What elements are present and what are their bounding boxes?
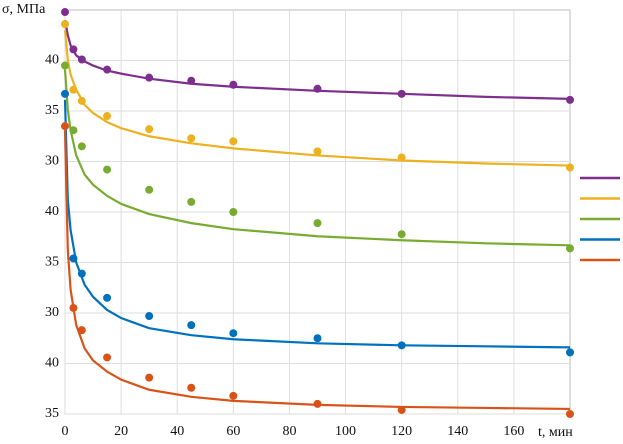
data-point xyxy=(61,20,69,29)
data-point xyxy=(313,399,322,408)
data-point xyxy=(566,244,574,253)
data-point xyxy=(229,391,238,400)
data-point xyxy=(187,321,196,330)
data-point xyxy=(145,73,154,82)
x-tick-label: 20 xyxy=(114,424,128,439)
fit-curve xyxy=(63,99,571,349)
data-point xyxy=(313,147,322,156)
data-point xyxy=(397,89,406,98)
data-point xyxy=(397,341,406,350)
y-tick-label: 35 xyxy=(45,406,59,421)
y-tick-label: 40 xyxy=(45,356,59,371)
data-point xyxy=(103,165,112,174)
data-point xyxy=(397,153,406,162)
data-point xyxy=(103,65,112,74)
data-point xyxy=(229,208,238,216)
data-point xyxy=(69,85,78,94)
data-point xyxy=(313,334,322,343)
data-point xyxy=(187,76,196,85)
x-tick-label: 60 xyxy=(226,424,240,439)
data-point xyxy=(61,8,69,17)
data-point xyxy=(69,126,78,135)
data-point xyxy=(145,125,154,134)
data-point xyxy=(61,89,69,98)
data-point xyxy=(313,219,322,228)
data-point xyxy=(397,405,406,414)
x-tick-label: 160 xyxy=(503,424,524,439)
data-point xyxy=(103,353,112,362)
data-point xyxy=(77,96,86,105)
data-point xyxy=(77,55,86,64)
data-point xyxy=(566,163,574,172)
fit-curve xyxy=(63,130,571,411)
y-tick-label: 40 xyxy=(45,53,59,68)
data-point xyxy=(187,134,196,143)
x-tick-label: 140 xyxy=(447,424,468,439)
x-tick-label: 100 xyxy=(335,424,356,439)
x-axis-label: t, мин xyxy=(538,425,573,440)
data-point xyxy=(566,410,574,418)
data-point xyxy=(77,269,86,278)
data-point xyxy=(229,137,238,146)
fit-curve xyxy=(63,30,571,167)
y-tick-label: 35 xyxy=(45,103,59,118)
x-tick-label: 120 xyxy=(391,424,412,439)
x-tick-label: 80 xyxy=(282,424,296,439)
data-point xyxy=(77,326,86,335)
data-point xyxy=(145,185,154,194)
data-point xyxy=(187,197,196,206)
data-point xyxy=(313,84,322,93)
data-point xyxy=(103,112,112,121)
y-tick-label: 30 xyxy=(45,305,59,320)
fit-curve xyxy=(63,69,571,247)
data-point xyxy=(397,230,406,239)
x-tick-label: 0 xyxy=(62,424,69,439)
data-point xyxy=(566,95,574,104)
x-tick-label: 40 xyxy=(170,424,184,439)
data-point xyxy=(145,312,154,321)
y-tick-label: 30 xyxy=(45,154,59,169)
data-point xyxy=(69,45,78,54)
data-point xyxy=(61,122,69,131)
y-axis-label: σ, МПа xyxy=(2,2,46,17)
data-point xyxy=(77,142,86,151)
y-tick-label: 40 xyxy=(45,204,59,219)
data-point xyxy=(69,303,78,312)
data-point xyxy=(61,61,69,70)
data-point xyxy=(69,254,78,263)
data-point xyxy=(145,373,154,382)
data-point xyxy=(103,293,112,302)
data-point xyxy=(187,383,196,392)
data-point xyxy=(229,80,238,89)
y-tick-label: 35 xyxy=(45,255,59,270)
data-point xyxy=(566,348,574,357)
data-point xyxy=(229,329,238,338)
